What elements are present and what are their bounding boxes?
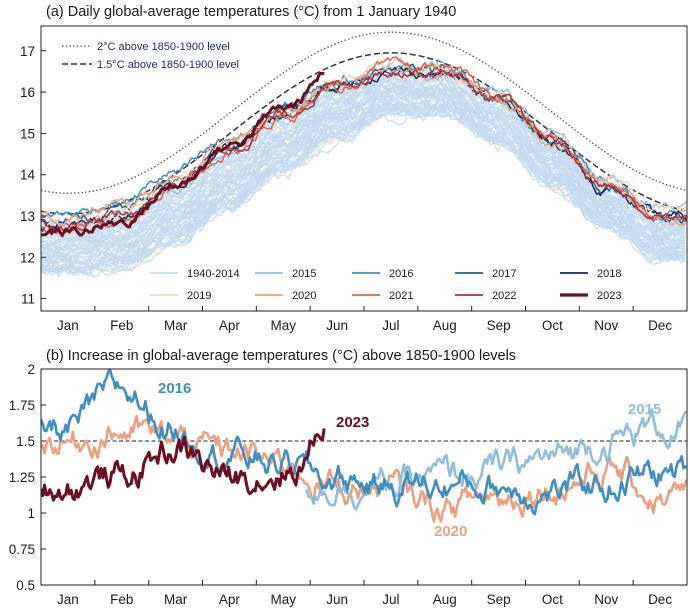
a-xtick-label: Aug (433, 318, 457, 333)
a-xtick-label: Jun (326, 318, 348, 333)
panel-b-y-axis: 0.5 0.75 1 1.25 1.5 1.75 2 (9, 362, 46, 593)
legend-label-2023: 2023 (597, 290, 621, 302)
a-xtick-label: Jan (57, 318, 79, 333)
a-ytick-label: 13 (20, 209, 35, 224)
legend-label-2019: 2019 (187, 290, 211, 302)
b-xtick-label: Sep (487, 592, 511, 607)
panel-a-title: (a) Daily global-average temperatures (°… (46, 4, 456, 20)
b-line-2016 (41, 369, 687, 516)
legend-label-1940-2014: 1940-2014 (187, 268, 240, 280)
line-2023 (41, 71, 325, 237)
panel-b-lines (41, 369, 687, 523)
envelope-line (41, 106, 686, 277)
a-ytick-label: 16 (20, 85, 35, 100)
legend-label-2022: 2022 (492, 290, 516, 302)
b-ytick-label: 0.5 (16, 578, 35, 593)
b-xtick-label: May (270, 592, 296, 607)
b-ytick-label: 1.25 (9, 470, 35, 485)
legend-label-2020: 2020 (292, 290, 316, 302)
a-xtick-label: Mar (164, 318, 188, 333)
label-2023: 2023 (336, 414, 369, 431)
a-ytick-label: 11 (21, 292, 35, 307)
b-ytick-label: 0.75 (9, 542, 35, 557)
b-ytick-label: 1.5 (16, 434, 35, 449)
panel-b-x-axis: Jan Feb Mar Apr May Jun Jul Aug Sep Oct Nov Dec (40, 580, 688, 607)
b-xtick-label: Nov (594, 592, 618, 607)
legend-label-2017: 2017 (492, 268, 516, 280)
b-line-2020 (41, 414, 687, 523)
b-ytick-label: 1.75 (9, 398, 35, 413)
legend-label-2018: 2018 (597, 268, 621, 280)
line-2022 (41, 68, 687, 234)
label-2020: 2020 (434, 523, 467, 540)
b-xtick-label: Mar (164, 592, 188, 607)
panel-b-title: (b) Increase in global-average temperatu… (46, 348, 516, 364)
a-xtick-label: Feb (110, 318, 133, 333)
legend: 1940-2014 2015 2016 2017 2018 2019 2020 2021 202… (150, 268, 621, 302)
a-xtick-label: Apr (219, 318, 241, 333)
b-xtick-label: Feb (110, 592, 133, 607)
b-ytick-label: 2 (27, 362, 35, 377)
b-xtick-label: Jul (382, 592, 399, 607)
a-xtick-label: May (270, 318, 296, 333)
legend-label-2016: 2016 (389, 268, 413, 280)
a-ytick-label: 14 (20, 168, 36, 183)
b-xtick-label: Jan (57, 592, 79, 607)
b-ytick-label: 1 (27, 506, 35, 521)
b-xtick-label: Dec (648, 592, 672, 607)
b-xtick-label: Aug (433, 592, 457, 607)
a-xtick-label: Oct (542, 318, 563, 333)
a-xtick-label: Sep (487, 318, 511, 333)
panel-a-x-axis: Jan Feb Mar Apr May Jun Jul Aug Sep Oct Nov Dec (40, 306, 688, 333)
reference-15c-line (41, 52, 686, 215)
ref-2c-label: 2°C above 1850-1900 level (97, 41, 230, 53)
envelope-line (41, 83, 686, 252)
b-xtick-label: Jun (326, 592, 348, 607)
reference-legend: 2°C above 1850-1900 level 1.5°C above 18… (62, 41, 239, 71)
reference-lines (41, 31, 686, 215)
panel-a-y-axis: 11 12 13 14 15 16 17 (20, 44, 46, 307)
legend-label-2015: 2015 (292, 268, 316, 280)
envelope-line (41, 74, 686, 237)
b-line-2023 (41, 428, 326, 502)
a-xtick-label: Nov (594, 318, 618, 333)
b-xtick-label: Apr (219, 592, 241, 607)
envelope-line (41, 89, 686, 256)
envelope-line (41, 89, 686, 263)
a-ytick-label: 12 (20, 250, 35, 265)
a-xtick-label: Dec (648, 318, 672, 333)
envelope-line (41, 97, 686, 262)
label-2015: 2015 (628, 401, 661, 418)
b-xtick-label: Oct (542, 592, 563, 607)
a-ytick-label: 15 (20, 126, 35, 141)
envelope-line (41, 106, 686, 276)
legend-label-2021: 2021 (389, 290, 413, 302)
a-xtick-label: Jul (382, 318, 399, 333)
label-2016: 2016 (158, 380, 191, 397)
year-lines (41, 56, 687, 237)
ref-15c-label: 1.5°C above 1850-1900 level (97, 59, 239, 71)
a-ytick-label: 17 (20, 44, 35, 59)
envelope-line (41, 70, 686, 239)
reference-2c-line (41, 31, 686, 194)
